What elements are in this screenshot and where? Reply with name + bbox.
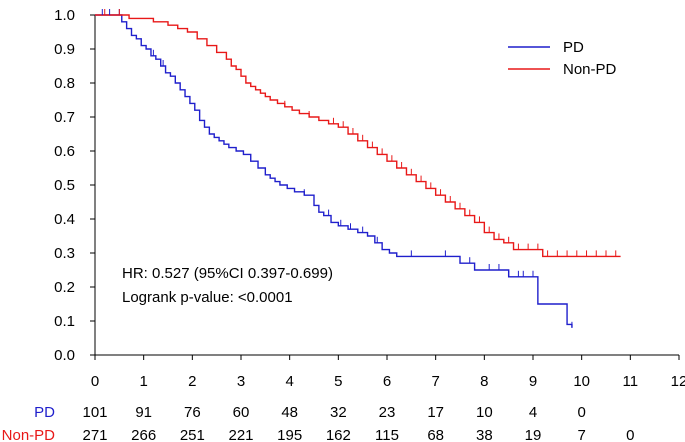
y-tick-label: 0.5 (54, 177, 75, 194)
risk-count-non-pd: 162 (326, 427, 351, 442)
y-tick-label: 0.6 (54, 143, 75, 160)
risk-count-pd: 91 (135, 404, 152, 421)
legend-label-non-pd: Non-PD (563, 61, 617, 78)
x-tick-label: 8 (480, 373, 488, 390)
x-tick-label: 4 (285, 373, 293, 390)
risk-count-pd: 48 (281, 404, 298, 421)
y-tick-label: 0.2 (54, 279, 75, 296)
risk-row-label-non-pd: Non-PD (2, 427, 56, 442)
x-tick-label: 6 (383, 373, 391, 390)
risk-count-pd: 76 (184, 404, 201, 421)
risk-count-non-pd: 38 (476, 427, 493, 442)
risk-count-non-pd: 0 (626, 427, 634, 442)
risk-count-non-pd: 221 (228, 427, 253, 442)
y-tick-label: 0.3 (54, 245, 75, 262)
x-tick-label: 5 (334, 373, 342, 390)
annotations: HR: 0.527 (95%CI 0.397-0.699) Logrank p-… (122, 265, 333, 306)
x-tick-label: 10 (573, 373, 590, 390)
x-tick-label: 12 (671, 373, 685, 390)
y-tick-label: 0.7 (54, 109, 75, 126)
y-tick-label: 0.4 (54, 211, 75, 228)
x-tick-label: 0 (91, 373, 99, 390)
x-axis: 0 1 2 3 4 5 6 7 8 9 10 11 12 (91, 354, 685, 390)
risk-count-pd: 60 (233, 404, 250, 421)
risk-count-non-pd: 115 (375, 427, 399, 442)
y-tick-label: 0.8 (54, 75, 75, 92)
risk-count-pd: 101 (82, 404, 107, 421)
y-axis: 0.0 0.1 0.2 0.3 0.4 0.5 0.6 0.7 0.8 0.9 1.0 (54, 7, 96, 364)
y-tick-label: 0.1 (54, 313, 75, 330)
legend: PD Non-PD (508, 39, 617, 78)
x-tick-label: 1 (139, 373, 147, 390)
risk-count-pd: 32 (330, 404, 347, 421)
logrank-p-value-text: Logrank p-value: <0.0001 (122, 289, 293, 306)
risk-count-pd: 4 (529, 404, 537, 421)
risk-count-non-pd: 19 (525, 427, 542, 442)
censor-marks (101, 9, 617, 328)
y-tick-label: 0.9 (54, 41, 75, 58)
risk-count-pd: 23 (379, 404, 396, 421)
hazard-ratio-text: HR: 0.527 (95%CI 0.397-0.699) (122, 265, 333, 282)
x-tick-label: 7 (431, 373, 439, 390)
risk-count-non-pd: 266 (131, 427, 156, 442)
series-line-non-pd (95, 14, 621, 258)
legend-label-pd: PD (563, 39, 584, 56)
survival-curves (95, 14, 621, 328)
y-tick-label: 1.0 (54, 7, 75, 24)
series-line-pd (95, 14, 573, 328)
risk-count-pd: 0 (577, 404, 585, 421)
y-tick-label: 0.0 (54, 347, 75, 364)
risk-count-non-pd: 68 (427, 427, 444, 442)
x-tick-label: 2 (188, 373, 196, 390)
risk-count-non-pd: 271 (82, 427, 107, 442)
x-tick-label: 3 (237, 373, 245, 390)
risk-count-non-pd: 251 (180, 427, 205, 442)
risk-row-label-pd: PD (34, 404, 55, 421)
risk-count-non-pd: 195 (277, 427, 302, 442)
x-tick-label: 9 (529, 373, 537, 390)
risk-table: PD 101 91 76 60 48 32 23 17 10 4 0 Non-PD 271 266 251 22… (2, 404, 635, 442)
risk-count-pd: 17 (427, 404, 444, 421)
risk-count-non-pd: 7 (577, 427, 585, 442)
risk-count-pd: 10 (476, 404, 493, 421)
x-tick-label: 11 (623, 373, 639, 390)
